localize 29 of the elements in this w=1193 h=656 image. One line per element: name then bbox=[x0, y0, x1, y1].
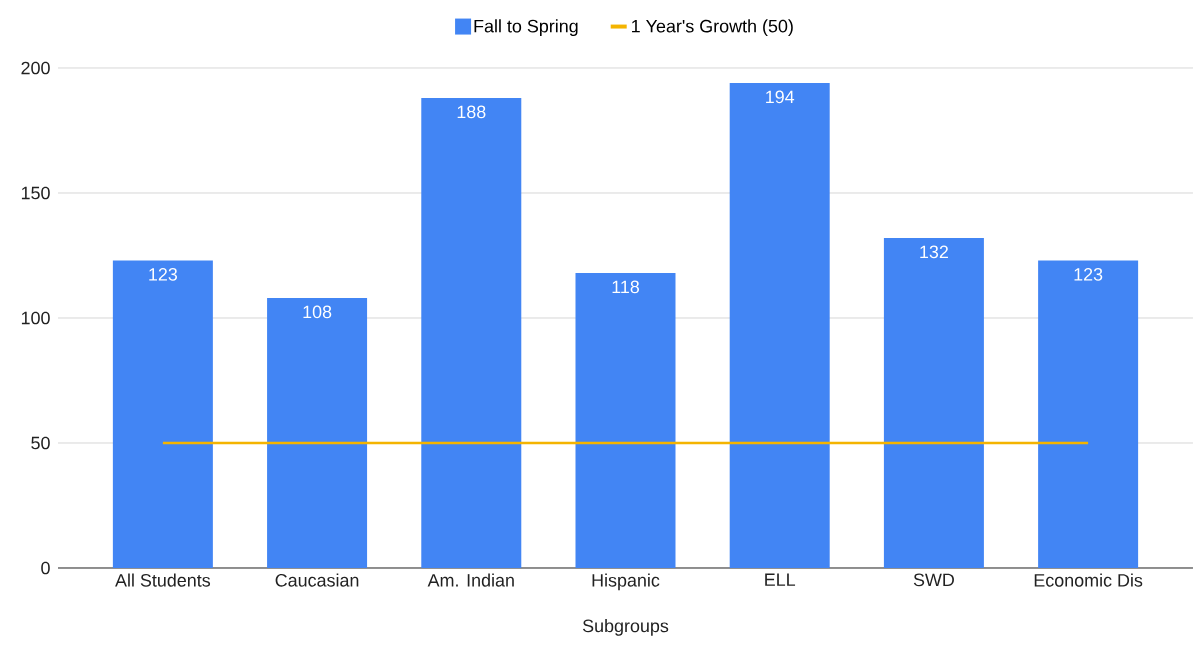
x-tick-label: ELL bbox=[765, 573, 796, 586]
y-tick-label: 100 bbox=[21, 311, 50, 325]
bar bbox=[112, 260, 213, 568]
x-axis-title: Subgroups bbox=[582, 619, 669, 636]
y-tick-label: 150 bbox=[21, 186, 50, 200]
y-tick-label: 0 bbox=[41, 561, 50, 575]
x-tick-label: Am. Indian bbox=[427, 573, 514, 587]
data-label: 132 bbox=[920, 245, 948, 259]
bar bbox=[1038, 260, 1139, 568]
bar bbox=[267, 297, 368, 568]
legend-label: 1 Year's Growth (50) bbox=[632, 19, 793, 37]
data-label: 123 bbox=[1074, 268, 1103, 281]
y-tick-label: 200 bbox=[21, 61, 50, 75]
x-tick-label: Caucasian bbox=[275, 573, 359, 587]
x-tick-label: Economic Dis bbox=[1034, 573, 1143, 587]
x-tick-label: SWD bbox=[913, 573, 954, 587]
data-label: 194 bbox=[766, 90, 795, 104]
y-tick-label: 50 bbox=[31, 436, 50, 450]
x-tick-label: Hispanic bbox=[592, 573, 660, 591]
data-label: 118 bbox=[612, 280, 640, 294]
bar bbox=[421, 97, 522, 568]
legend-label: Fall to Spring bbox=[474, 19, 578, 37]
bar bbox=[883, 237, 984, 568]
x-tick-label: All Students bbox=[115, 573, 211, 587]
bar bbox=[729, 82, 830, 568]
bar bbox=[575, 272, 676, 568]
data-label: 188 bbox=[457, 105, 486, 119]
data-label: 123 bbox=[149, 268, 178, 281]
data-label: 108 bbox=[303, 305, 332, 319]
